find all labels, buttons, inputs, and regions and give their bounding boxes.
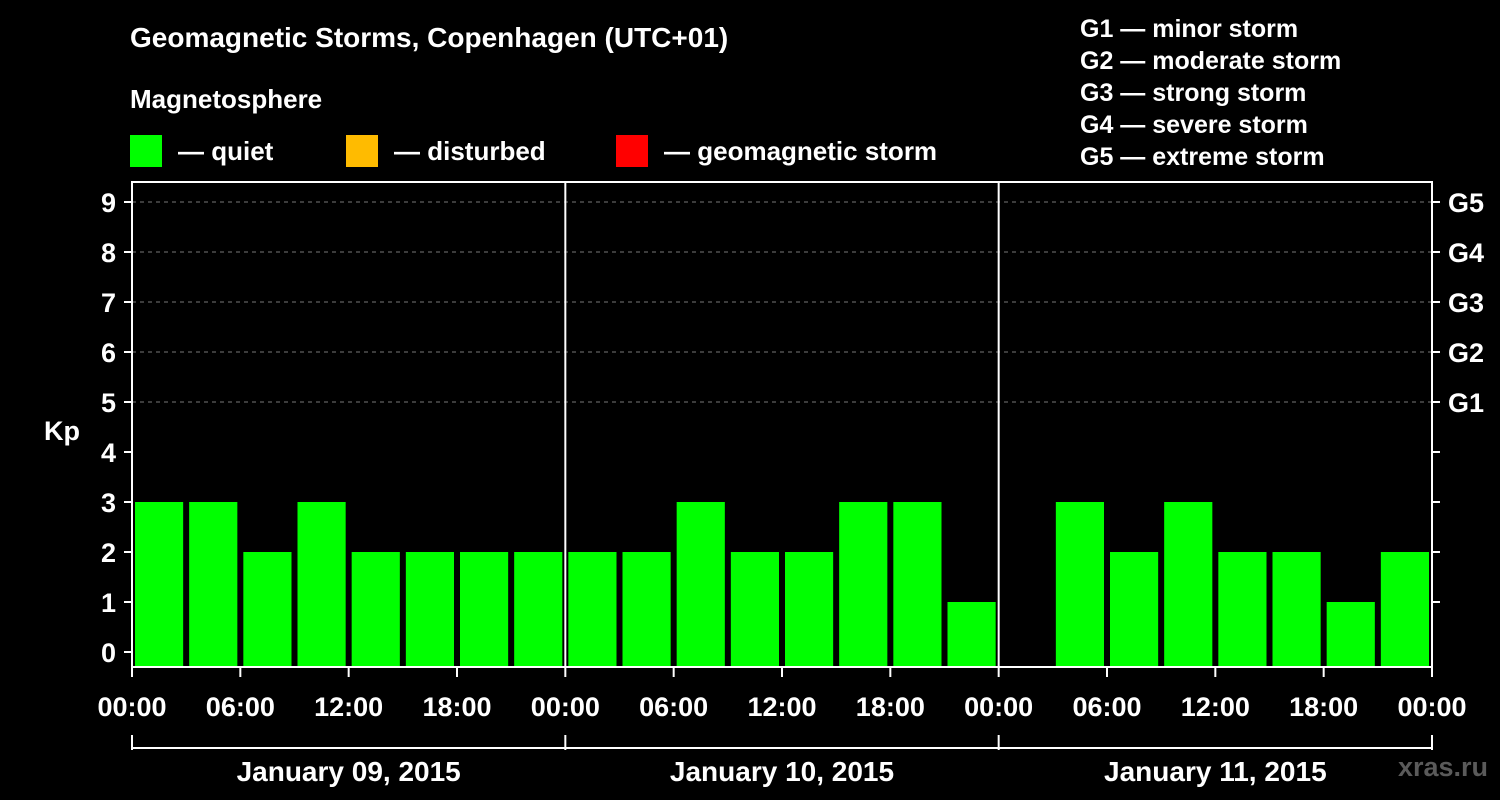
x-tick-label-9: 06:00 [1072,692,1141,722]
y-tick-label-7: 7 [101,288,116,318]
bar-day1-slot2 [189,502,238,667]
right-tick-label-g2: G2 [1448,338,1484,368]
x-tick-label-4: 00:00 [531,692,600,722]
y-tick-label-6: 6 [101,338,116,368]
bar-day2-slot1 [568,552,617,667]
y-tick-label-9: 9 [101,188,116,218]
x-tick-label-10: 12:00 [1181,692,1250,722]
bar-day3-slot4 [1164,502,1213,667]
day-label-1: January 09, 2015 [237,756,461,787]
x-tick-label-2: 12:00 [314,692,383,722]
right-tick-label-g4: G4 [1448,238,1484,268]
y-tick-label-3: 3 [101,488,116,518]
bar-day2-slot6 [839,502,888,667]
bar-trailing-partial [1398,552,1428,667]
right-tick-label-g5: G5 [1448,188,1484,218]
bar-day3-slot6 [1272,552,1321,667]
y-tick-label-4: 4 [101,438,116,468]
legend-storm-label: — geomagnetic storm [664,135,938,166]
right-tick-label-g1: G1 [1448,388,1484,418]
bar-day2-slot8 [947,602,996,667]
bar-day3-slot5 [1218,552,1267,667]
legend-quiet: — quiet [130,134,273,168]
watermark: xras.ru [1397,752,1488,782]
x-tick-label-1: 06:00 [206,692,275,722]
x-tick-label-3: 18:00 [422,692,491,722]
bar-day1-slot7 [460,552,509,667]
right-tick-label-g3: G3 [1448,288,1484,318]
bar-day2-slot4 [730,552,779,667]
y-tick-label-2: 2 [101,538,116,568]
legend-disturbed-label: — disturbed [394,135,546,166]
x-tick-label-11: 18:00 [1289,692,1358,722]
bar-day2-slot5 [785,552,834,667]
x-tick-label-7: 18:00 [856,692,925,722]
legend-storm: — geomagnetic storm [616,134,937,168]
y-tick-label-5: 5 [101,388,116,418]
bar-day2-slot2 [622,552,671,667]
magnetosphere-heading: Magnetosphere [130,84,323,114]
day-label-2: January 10, 2015 [670,756,894,787]
y-tick-label-1: 1 [101,588,116,618]
bar-day1-slot8 [514,552,563,667]
x-tick-label-6: 12:00 [747,692,816,722]
storm-scale-g5: G5 — extreme storm [1080,143,1325,171]
bar-day3-slot7 [1326,602,1375,667]
bar-day2-slot7 [893,502,942,667]
storm-scale-legend: G1 — minor storm G2 — moderate storm G3 … [1080,13,1341,173]
y-axis-label: Kp [44,416,80,446]
y-tick-label-0: 0 [101,638,116,668]
bar-day1-slot4 [297,502,346,667]
storm-scale-g2: G2 — moderate storm [1080,47,1342,75]
day-label-3: January 11, 2015 [1104,756,1327,787]
bar-day1-slot5 [351,552,400,667]
bar-day3-slot2 [1055,502,1104,667]
legend-disturbed: — disturbed [346,134,546,168]
y-tick-label-8: 8 [101,238,116,268]
storm-scale-g1: G1 — minor storm [1080,15,1299,43]
storm-scale-g4: G4 — severe storm [1080,111,1308,139]
legend-quiet-swatch [130,135,162,167]
bar-day3-slot3 [1110,552,1159,667]
storm-scale-g3: G3 — strong storm [1080,79,1307,107]
x-tick-label-12: 00:00 [1397,692,1466,722]
x-tick-label-5: 06:00 [639,692,708,722]
bar-day2-slot3 [676,502,725,667]
legend-storm-swatch [616,135,648,167]
bar-leading-partial [135,502,150,667]
x-tick-label-8: 00:00 [964,692,1033,722]
legend-disturbed-swatch [346,135,378,167]
x-tick-label-0: 00:00 [97,692,166,722]
chart-title: Geomagnetic Storms, Copenhagen (UTC+01) [130,22,729,53]
bar-day1-slot3 [243,552,292,667]
legend-quiet-label: — quiet [178,135,274,166]
bar-day1-slot6 [405,552,454,667]
